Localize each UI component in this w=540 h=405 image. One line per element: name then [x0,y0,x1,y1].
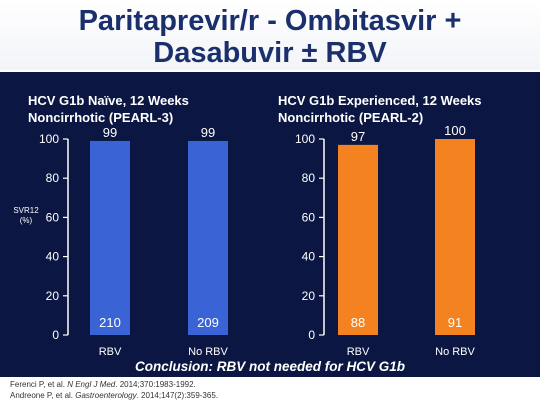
chart-title-naive-line1: HCV G1b Naïve, 12 Weeks [28,93,189,108]
x-category-label: RBV [99,346,122,358]
conclusion-text: Conclusion: RBV not needed for HCV G1b [134,359,405,374]
bar-value-label: 100 [444,123,466,138]
y-tick-label: 60 [46,210,60,224]
chart-title-naive: HCV G1b Naïve, 12 Weeks Noncirrhotic (PE… [28,92,189,126]
y-tick-label: 20 [302,289,316,303]
slide-title-line1: Paritaprevir/r - Ombitasvir + [78,5,462,37]
bar [90,140,130,335]
y-tick-label: 40 [46,250,60,264]
y-tick-label: 0 [52,328,59,342]
y-tick-label: 80 [302,171,316,185]
chart-title-experienced: HCV G1b Experienced, 12 Weeks Noncirrhot… [278,92,482,126]
reference-1: Ferenci P, et al. N Engl J Med. 2014;370… [10,379,218,390]
x-category-label: No RBV [188,346,228,358]
bar [338,144,378,335]
bar-value-label: 99 [201,125,215,140]
bar-n-label: 210 [99,315,121,330]
reference-2-authors: Andreone P, et al. [10,391,76,400]
slide-title-line2: Dasabuvir ± RBV [153,37,387,69]
reference-1-authors: Ferenci P, et al. [10,380,68,389]
chart-subtitle-experienced: Noncirrhotic (PEARL-2) [278,110,424,125]
bar [188,140,228,335]
y-tick-label: 100 [295,132,315,146]
x-category-label: RBV [347,346,370,358]
references: Ferenci P, et al. N Engl J Med. 2014;370… [10,379,218,401]
y-tick-label: 40 [302,250,316,264]
bar [435,139,475,335]
y-tick-label: 100 [39,132,59,146]
bar-value-label: 97 [351,129,365,144]
chart-panel-experienced: HCV G1b Experienced, 12 Weeks Noncirrhot… [273,72,535,377]
reference-1-journal: N Engl J Med [67,380,116,389]
chart-panel-naive: HCV G1b Naïve, 12 Weeks Noncirrhotic (PE… [6,72,268,377]
y-tick-label: 80 [46,171,60,185]
bar-n-label: 88 [351,315,365,330]
chart-title-experienced-line1: HCV G1b Experienced, 12 Weeks [278,93,482,108]
y-axis-label-unit: (%) [20,216,33,225]
y-tick-label: 20 [46,289,60,303]
reference-2: Andreone P, et al. Gastroenterology. 201… [10,390,218,401]
reference-2-details: . 2014;147(2):359-365. [136,391,219,400]
slide-title: Paritaprevir/r - Ombitasvir + Dasabuvir … [0,0,540,70]
x-category-label: No RBV [435,346,475,358]
bar-chart-naive: 0 20 40 60 80 100 SVR12(%) 99 210 RBV 99 209 No RBV [13,125,228,358]
bar-n-label: 91 [448,315,462,330]
chart-subtitle-naive: Noncirrhotic (PEARL-3) [28,110,174,125]
bar-chart-experienced: 0 20 40 60 80 100 97 88 RBV 100 91 No RBV [295,123,476,358]
y-tick-label: 0 [308,328,315,342]
reference-2-journal: Gastroenterology [75,391,137,400]
bar-n-label: 209 [197,315,219,330]
y-tick-label: 60 [302,210,316,224]
bar-value-label: 99 [103,125,117,140]
reference-1-details: . 2014;370:1983-1992. [115,380,196,389]
y-axis-label: SVR12 [13,206,39,215]
